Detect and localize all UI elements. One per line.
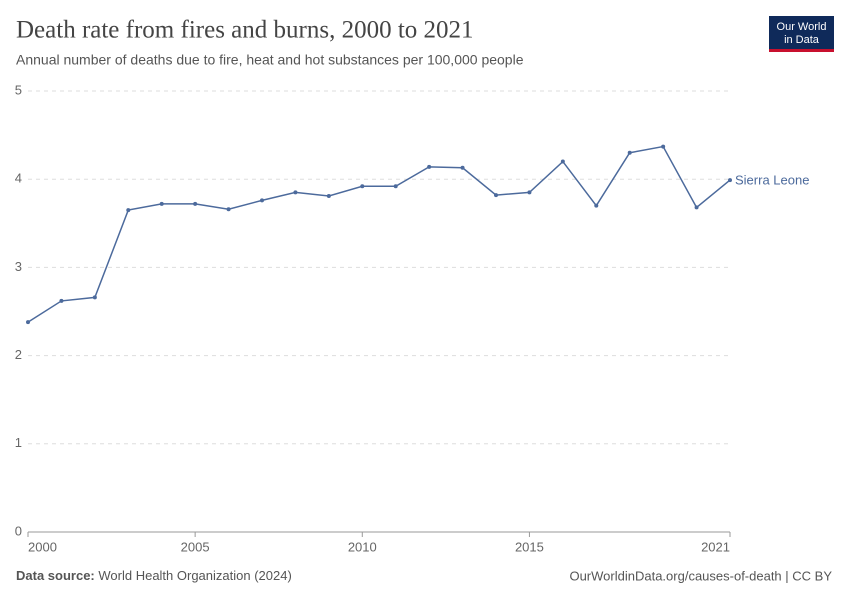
logo-box[interactable] xyxy=(769,16,834,52)
x-tick-label: 2005 xyxy=(181,539,210,554)
point xyxy=(661,144,666,149)
point xyxy=(293,190,298,195)
y-tick-label: 3 xyxy=(15,259,22,274)
point xyxy=(193,201,198,206)
logo[interactable]: Our World in Data xyxy=(769,16,834,52)
x-tick-label: 2000 xyxy=(28,539,57,554)
point xyxy=(560,159,565,164)
series-label: Sierra Leone xyxy=(735,173,809,188)
point xyxy=(527,190,532,195)
series-line xyxy=(27,145,731,323)
point xyxy=(26,320,30,325)
point xyxy=(393,184,398,189)
logo-text: in Data xyxy=(784,34,820,46)
y-tick-label: 4 xyxy=(15,171,22,186)
point xyxy=(494,193,498,198)
point xyxy=(326,193,331,198)
point xyxy=(627,150,632,155)
chart-subtitle: Annual number of deaths due to fire, hea… xyxy=(16,52,524,68)
y-tick-label: 1 xyxy=(15,435,22,450)
point xyxy=(694,205,699,210)
logo-bar xyxy=(769,49,834,52)
point xyxy=(728,178,732,183)
point xyxy=(126,208,131,213)
x-tick-label: 2015 xyxy=(515,539,544,554)
point xyxy=(594,203,599,208)
point xyxy=(427,164,432,169)
chart-title: Death rate from fires and burns, 2000 to… xyxy=(16,17,474,44)
source-label: Data source: xyxy=(16,568,95,583)
point xyxy=(159,201,164,206)
source-text: World Health Organization (2024) xyxy=(98,568,291,583)
point xyxy=(360,184,365,189)
url[interactable]: OurWorldinData.org/causes-of-death | CC … xyxy=(569,568,832,583)
x-tick-label: 2021 xyxy=(701,539,730,554)
point xyxy=(59,298,64,303)
source: Data source: World Health Organization (… xyxy=(16,568,292,583)
point xyxy=(226,207,231,212)
logo-text: Our World xyxy=(777,21,827,33)
point xyxy=(92,295,97,300)
y-tick-label: 0 xyxy=(15,523,22,538)
y-tick-label: 2 xyxy=(15,347,22,362)
point xyxy=(460,165,465,170)
x-tick-label: 2010 xyxy=(348,539,377,554)
y-tick-label: 5 xyxy=(15,82,22,97)
point xyxy=(260,198,264,203)
